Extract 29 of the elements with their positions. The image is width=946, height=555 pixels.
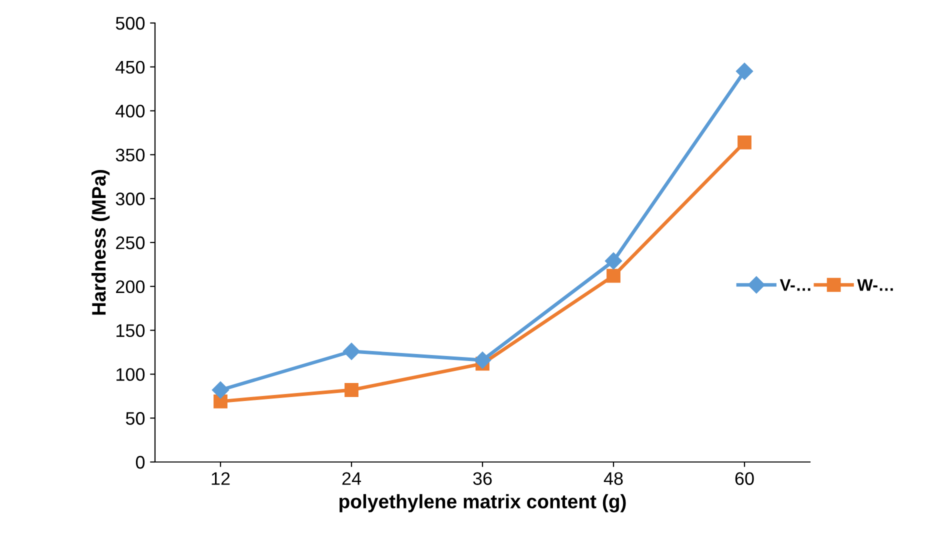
point: [606, 268, 620, 283]
y-tick-label: 350: [116, 148, 145, 162]
point: [736, 62, 754, 80]
point: [604, 252, 622, 270]
x-tick-label: 24: [342, 472, 362, 485]
x-tick-label: 48: [604, 472, 623, 485]
y-axis-title: Hardness (MPa): [91, 170, 110, 315]
y-tick-label: 500: [116, 16, 145, 30]
y-tick-label: 450: [116, 60, 145, 74]
point: [212, 381, 230, 399]
x-tick-label: 60: [735, 472, 754, 485]
point: [474, 352, 492, 369]
y-tick-label: 300: [116, 192, 145, 206]
point: [738, 135, 752, 150]
y-tick-label: 150: [116, 324, 145, 338]
legend-label: V-…: [780, 279, 810, 291]
y-tick-label: 200: [116, 280, 145, 294]
y-tick-label: 250: [116, 236, 145, 250]
y-tick-label: 400: [116, 104, 145, 118]
y-tick-label: 50: [126, 412, 145, 425]
point: [344, 383, 358, 397]
legend-label: W-…: [857, 279, 893, 291]
y-tick-label: 100: [116, 368, 145, 381]
x-tick-label: 12: [212, 472, 230, 485]
x-axis-title: polyethylene matrix content (g): [340, 494, 626, 512]
x-tick-label: 36: [473, 472, 492, 485]
point: [214, 394, 228, 408]
point: [342, 342, 360, 360]
y-tick-label: 0: [136, 456, 145, 469]
